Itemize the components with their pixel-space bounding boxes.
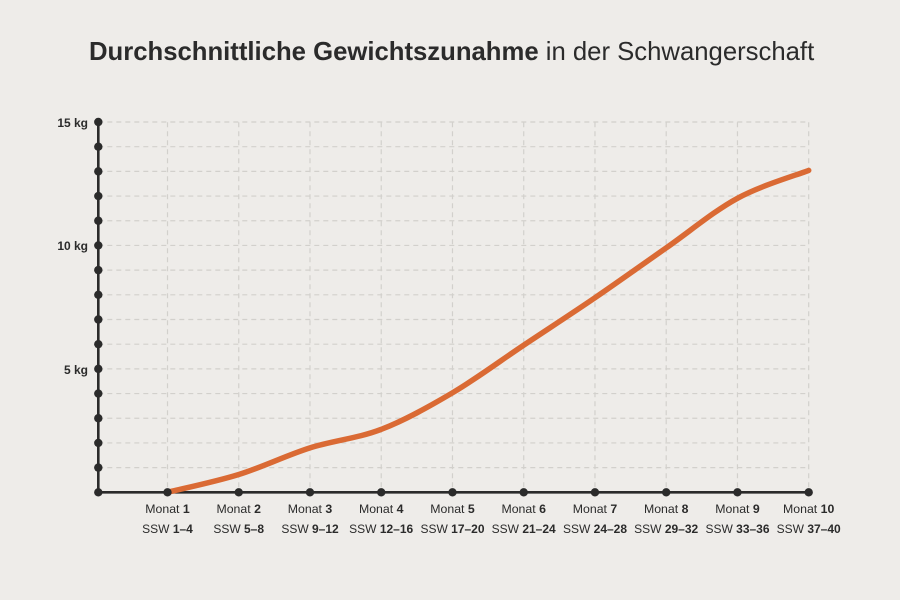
svg-text:15 kg: 15 kg [57, 116, 88, 130]
svg-text:5 kg: 5 kg [64, 363, 88, 377]
svg-text:10 kg: 10 kg [57, 239, 88, 253]
